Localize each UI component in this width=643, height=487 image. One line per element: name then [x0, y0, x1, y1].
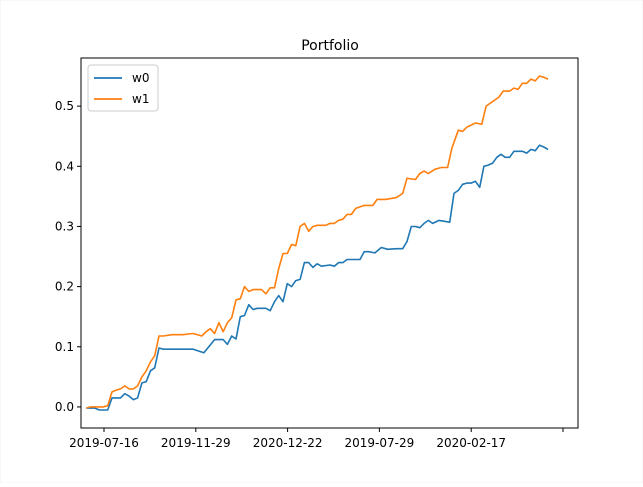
y-tick-label: 0.3: [55, 219, 74, 233]
x-tick-label: 2020-02-17: [436, 436, 506, 450]
legend-label-w1: w1: [132, 92, 149, 106]
axes: 0.0 0.1 0.2 0.3 0.4 0.5 2019-07-16 2019-11-29 20…: [55, 57, 579, 450]
y-tick-label: 0.2: [55, 280, 74, 294]
legend: w0 w1: [87, 64, 159, 112]
plot-area: [86, 75, 549, 411]
y-tick-label: 0.4: [55, 159, 74, 173]
axes-frame: [80, 57, 579, 429]
series-line-w1: [86, 75, 549, 409]
x-tick-label: 2019-07-16: [69, 436, 139, 450]
chart-title: Portfolio: [301, 38, 359, 54]
legend-label-w0: w0: [132, 71, 149, 85]
x-tick-label: 2020-12-22: [253, 436, 323, 450]
y-tick-label: 0.0: [55, 400, 74, 414]
y-tick-label: 0.1: [55, 340, 74, 354]
x-tick-label: 2019-11-29: [161, 436, 231, 450]
x-tick-label: 2019-07-29: [345, 436, 415, 450]
y-tick-label: 0.5: [55, 99, 74, 113]
series-line-w0: [86, 144, 549, 411]
